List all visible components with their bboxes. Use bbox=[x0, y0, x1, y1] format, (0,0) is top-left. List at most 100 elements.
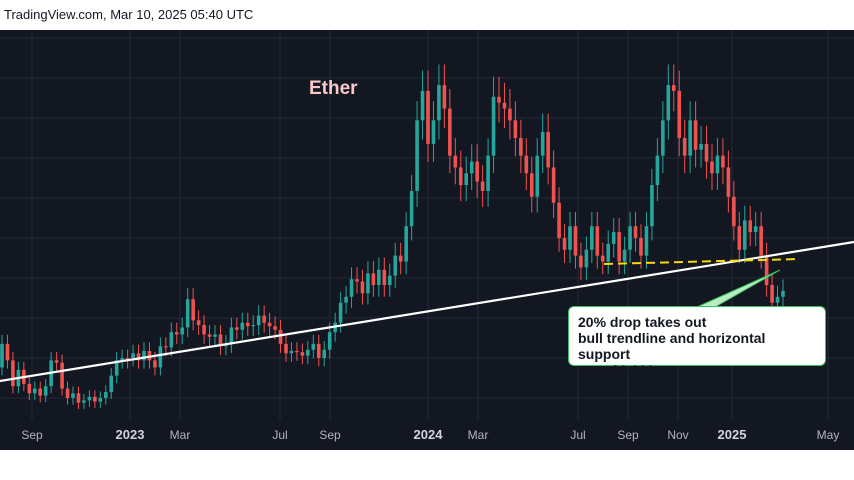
candle bbox=[682, 119, 687, 174]
candle bbox=[103, 385, 108, 405]
candle bbox=[715, 138, 720, 190]
candle bbox=[464, 156, 469, 202]
candle bbox=[764, 242, 769, 297]
candle-body bbox=[431, 120, 436, 144]
candle-body bbox=[256, 315, 261, 326]
candle-body bbox=[5, 343, 10, 361]
candle bbox=[256, 305, 261, 335]
candle-body bbox=[579, 255, 583, 268]
candle bbox=[240, 312, 245, 340]
x-tick-label: Sep bbox=[21, 428, 43, 442]
candle bbox=[677, 70, 682, 157]
candle-body bbox=[103, 392, 108, 398]
candle bbox=[579, 242, 583, 280]
x-tick-label: 2024 bbox=[414, 427, 444, 442]
candle-body bbox=[693, 120, 698, 150]
candle bbox=[639, 224, 643, 269]
candle-body bbox=[453, 155, 458, 168]
candle-body bbox=[737, 226, 742, 250]
candle bbox=[508, 89, 512, 140]
candle-body bbox=[595, 226, 600, 256]
candle bbox=[606, 230, 611, 275]
candle-body bbox=[622, 249, 627, 262]
candle-body bbox=[770, 285, 774, 303]
candle bbox=[76, 386, 81, 410]
candle-body bbox=[76, 393, 81, 403]
candle bbox=[611, 218, 616, 258]
candle bbox=[688, 101, 692, 174]
candle-body bbox=[229, 327, 234, 344]
candle-body bbox=[0, 343, 4, 368]
candle bbox=[202, 315, 206, 344]
candle bbox=[480, 165, 485, 207]
candle-body bbox=[235, 327, 239, 330]
candle bbox=[742, 205, 747, 263]
candle bbox=[486, 138, 490, 207]
candle-body bbox=[448, 108, 452, 156]
candle-body bbox=[661, 120, 665, 156]
x-tick-label: Jul bbox=[272, 428, 287, 442]
candle bbox=[158, 337, 163, 376]
candle-body bbox=[557, 202, 561, 238]
candle-body bbox=[11, 360, 15, 387]
candle bbox=[431, 101, 436, 162]
candle bbox=[650, 168, 654, 241]
x-axis-band bbox=[0, 420, 854, 450]
candle-body bbox=[540, 132, 545, 156]
candle bbox=[109, 368, 114, 399]
candle bbox=[71, 386, 75, 405]
candle-body bbox=[289, 350, 294, 354]
candle-body bbox=[639, 238, 643, 256]
candle bbox=[218, 325, 223, 356]
candle bbox=[284, 334, 288, 362]
candle-body bbox=[322, 349, 327, 358]
candle bbox=[600, 242, 605, 275]
candle bbox=[710, 144, 714, 190]
candle bbox=[169, 322, 174, 357]
candle-body bbox=[606, 243, 611, 262]
candle-body bbox=[27, 383, 32, 394]
candle-body bbox=[650, 185, 654, 227]
candle-body bbox=[387, 275, 392, 286]
candle-body bbox=[442, 85, 447, 109]
candle-body bbox=[164, 346, 168, 348]
candle-body bbox=[502, 102, 507, 109]
candle bbox=[573, 211, 578, 269]
candle bbox=[644, 211, 649, 269]
candle bbox=[289, 342, 294, 362]
candle bbox=[726, 150, 731, 213]
candle bbox=[617, 218, 621, 275]
candle bbox=[5, 334, 10, 369]
candle-body bbox=[600, 255, 605, 262]
candle-body bbox=[513, 120, 518, 138]
candle-body bbox=[655, 155, 660, 186]
candle bbox=[661, 101, 665, 174]
candle-body bbox=[98, 398, 103, 402]
candle-body bbox=[169, 332, 174, 348]
candle bbox=[349, 267, 354, 308]
candle bbox=[27, 376, 32, 401]
candle-body bbox=[497, 96, 501, 103]
candle-body bbox=[142, 350, 146, 361]
candle-body bbox=[114, 360, 119, 376]
candle-body bbox=[38, 388, 43, 396]
candle bbox=[229, 317, 234, 353]
candle-body bbox=[486, 155, 490, 191]
candle bbox=[721, 138, 725, 185]
candle bbox=[633, 211, 638, 252]
candle bbox=[93, 390, 97, 408]
candle bbox=[327, 322, 332, 359]
candle-body bbox=[338, 302, 343, 323]
candle-body bbox=[207, 334, 212, 337]
candle-body bbox=[732, 196, 736, 227]
ether-candlestick-chart[interactable]: Sep 2023 Mar Jul Sep 2024 Mar Jul Sep Nov 2025 May bbox=[0, 30, 854, 450]
candle-body bbox=[262, 315, 266, 323]
candle bbox=[475, 144, 479, 198]
candle-body bbox=[573, 226, 578, 256]
candle bbox=[595, 211, 600, 269]
candle-body bbox=[278, 329, 283, 344]
candle-body bbox=[475, 161, 479, 182]
candle bbox=[185, 288, 190, 338]
candle bbox=[120, 349, 124, 369]
candle-body bbox=[562, 238, 567, 250]
